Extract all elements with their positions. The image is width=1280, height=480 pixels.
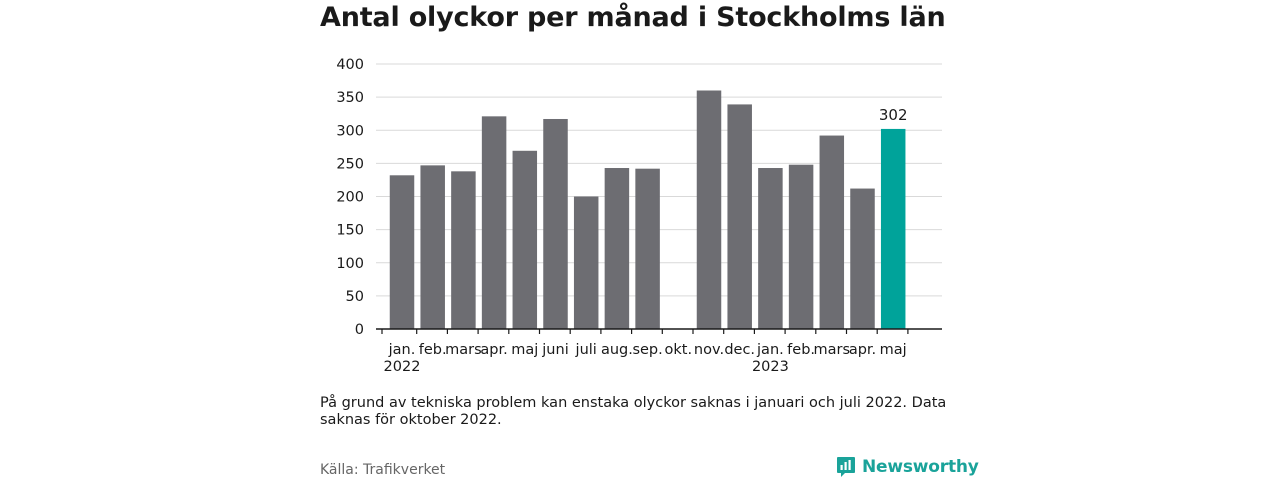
x-tick-label: jan.: [756, 342, 784, 358]
y-tick-label: 0: [355, 322, 364, 338]
x-tick-label: juli: [575, 342, 597, 358]
bar: [420, 165, 445, 329]
bar: [451, 171, 476, 329]
x-tick-label: apr.: [480, 342, 507, 358]
x-tick-label: juni: [541, 342, 568, 358]
y-tick-label: 200: [336, 190, 364, 206]
x-tick-label: sep.: [632, 342, 662, 358]
x-axis: [376, 328, 942, 334]
y-tick-label: 400: [336, 57, 364, 73]
x-tick-label: nov.: [694, 342, 724, 358]
y-axis-ticks: 0 50 100 150 200 250 300 350 400: [336, 57, 364, 338]
y-tick-label: 250: [336, 156, 364, 172]
x-tick-label: mars: [814, 342, 851, 358]
bar: [727, 104, 752, 329]
x-tick-label: dec.: [724, 342, 755, 358]
bars: [389, 90, 906, 330]
y-tick-label: 150: [336, 223, 364, 239]
chart-title: Antal olyckor per månad i Stockholms län: [320, 2, 946, 33]
bar: [543, 118, 568, 329]
x-tick-label: apr.: [849, 342, 876, 358]
x-tick-label: maj: [880, 342, 907, 358]
bar: [788, 164, 814, 329]
bar: [696, 90, 722, 329]
y-tick-label: 100: [336, 256, 364, 272]
newsworthy-logo-icon: [837, 457, 855, 477]
bar: [758, 168, 783, 329]
x-tick-label: feb.: [787, 342, 815, 358]
x-tick-label: mars: [445, 342, 482, 358]
bar-highlighted: [880, 128, 906, 329]
bar: [481, 116, 507, 330]
bar: [819, 135, 845, 329]
bar-value-label: 302: [879, 106, 908, 124]
y-tick-label: 300: [336, 123, 364, 139]
x-year-label: 2022: [384, 359, 421, 375]
x-tick-label: maj: [511, 342, 538, 358]
x-year-label: 2023: [752, 359, 789, 375]
x-tick-label: jan.: [388, 342, 416, 358]
x-tick-label: aug.: [601, 342, 633, 358]
brand-name: Newsworthy: [862, 457, 979, 477]
bar: [389, 175, 415, 329]
bar: [850, 188, 875, 329]
bar: [604, 168, 630, 329]
bar: [635, 168, 660, 329]
y-tick-label: 350: [336, 90, 364, 106]
x-tick-label: feb.: [419, 342, 447, 358]
source-label: Källa: Trafikverket: [320, 462, 446, 478]
y-tick-label: 50: [346, 289, 364, 305]
bar: [512, 150, 538, 329]
brand-logo: Newsworthy: [836, 456, 979, 478]
data-labels: 302: [879, 106, 908, 124]
x-tick-label: okt.: [665, 342, 693, 358]
bar: [573, 196, 599, 329]
footnote: På grund av tekniska problem kan enstaka…: [320, 395, 947, 428]
